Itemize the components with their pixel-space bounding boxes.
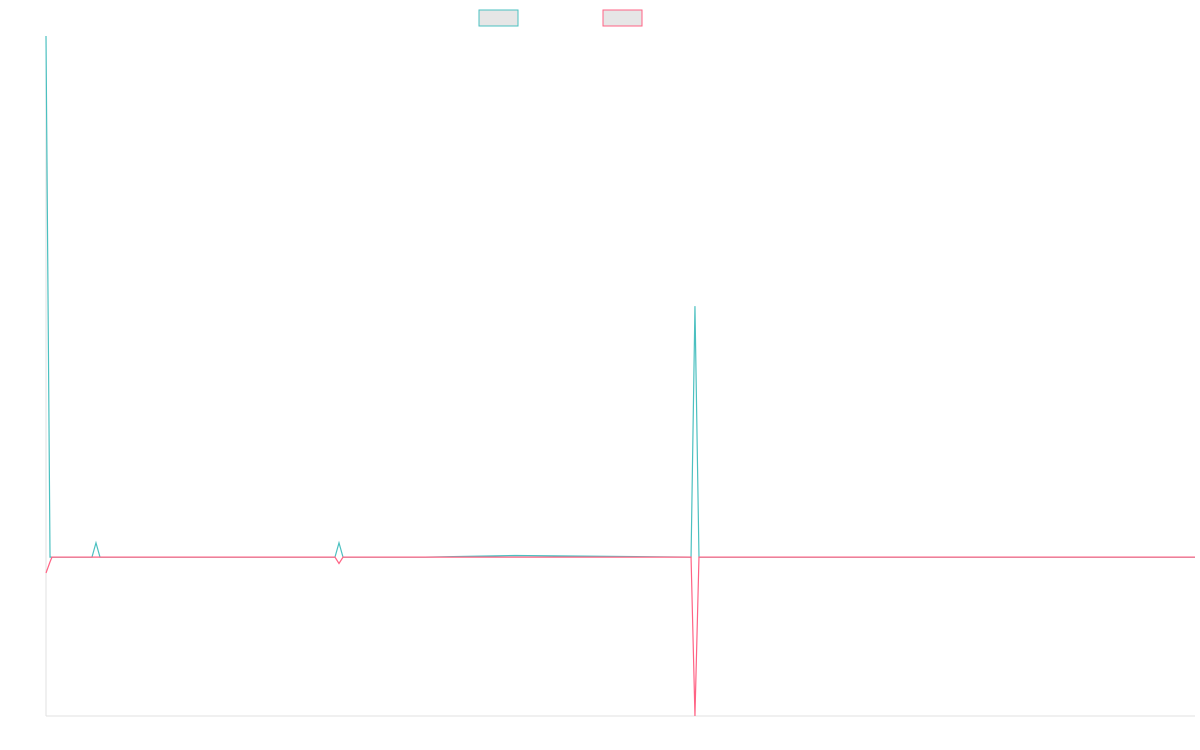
series-line bbox=[45, 556, 1195, 717]
legend-swatch bbox=[478, 9, 519, 27]
legend-swatch bbox=[602, 9, 643, 27]
series-line bbox=[45, 35, 1195, 558]
